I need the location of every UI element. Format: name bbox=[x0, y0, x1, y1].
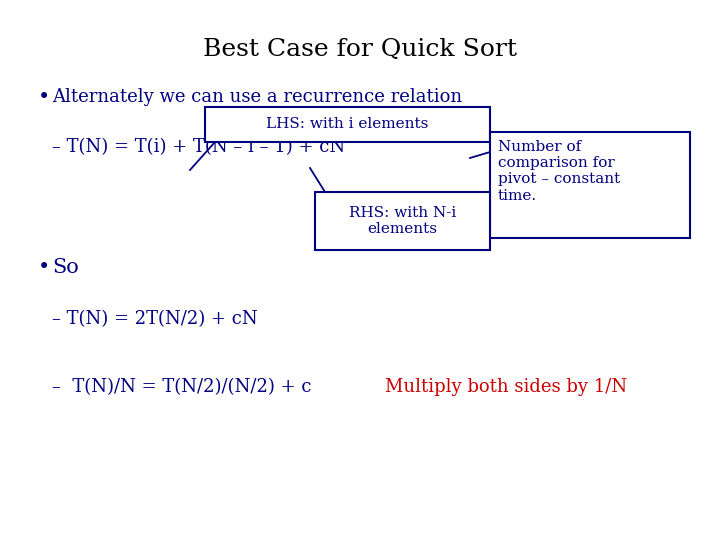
Bar bbox=[490, 132, 690, 238]
Bar bbox=[315, 192, 490, 250]
Text: So: So bbox=[52, 258, 78, 277]
Text: Best Case for Quick Sort: Best Case for Quick Sort bbox=[203, 38, 517, 61]
Bar bbox=[205, 107, 490, 142]
Text: RHS: with N-i
elements: RHS: with N-i elements bbox=[349, 206, 456, 236]
Text: – T(N) = T(i) + T(N – i – 1) + cN: – T(N) = T(i) + T(N – i – 1) + cN bbox=[52, 138, 345, 156]
Text: Multiply both sides by 1/N: Multiply both sides by 1/N bbox=[385, 378, 627, 396]
Text: LHS: with i elements: LHS: with i elements bbox=[266, 118, 428, 132]
Text: •: • bbox=[38, 88, 50, 107]
Text: Alternately we can use a recurrence relation: Alternately we can use a recurrence rela… bbox=[52, 88, 462, 106]
Text: – T(N) = 2T(N/2) + cN: – T(N) = 2T(N/2) + cN bbox=[52, 310, 258, 328]
Text: •: • bbox=[38, 258, 50, 277]
Text: –  T(N)/N = T(N/2)/(N/2) + c: – T(N)/N = T(N/2)/(N/2) + c bbox=[52, 378, 312, 396]
Text: Number of
comparison for
pivot – constant
time.: Number of comparison for pivot – constan… bbox=[498, 140, 620, 202]
